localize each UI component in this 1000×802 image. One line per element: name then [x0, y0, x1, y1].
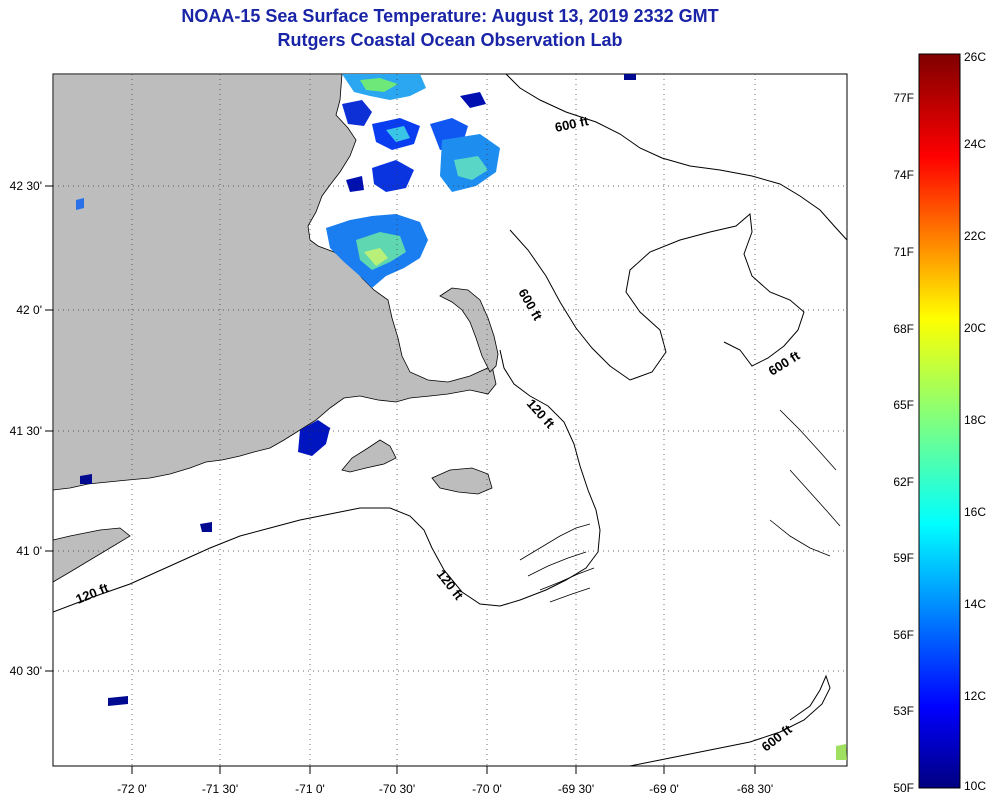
lon-label-4: -70 0': [472, 782, 502, 796]
lat-label-1: 42 0': [16, 303, 42, 317]
cbar-f-71: 71F: [893, 245, 914, 259]
cbar-f-53: 53F: [893, 704, 914, 718]
cbar-c-18: 18C: [964, 413, 986, 427]
cbar-c-12: 12C: [964, 689, 986, 703]
land-shore-strip: [53, 527, 131, 583]
lon-label-2: -71 0': [295, 782, 325, 796]
cbar-f-59: 59F: [893, 551, 914, 565]
axis-ticks: [45, 185, 756, 774]
cbar-c-16: 16C: [964, 505, 986, 519]
cbar-f-74: 74F: [893, 168, 914, 182]
lon-label-6: -69 0': [649, 782, 679, 796]
cbar-f-68: 68F: [893, 322, 914, 336]
sst-data-patches: [76, 74, 847, 760]
contour-600ft-south: [629, 674, 831, 766]
lat-label-2: 41 30': [10, 424, 42, 438]
grid-lines: [53, 74, 847, 766]
contour-slope-east: [769, 409, 841, 557]
cbar-f-65: 65F: [893, 398, 914, 412]
lat-label-0: 42 30': [10, 179, 42, 193]
lon-label-1: -71 30': [202, 782, 238, 796]
cbar-f-62: 62F: [893, 475, 914, 489]
contour-120ft: [53, 349, 601, 613]
cbar-c-10: 10C: [964, 779, 986, 793]
lon-label-3: -70 30': [379, 782, 415, 796]
lat-label-3: 41 0': [16, 544, 42, 558]
contour-600ft-north: [505, 74, 847, 241]
contour-georges-shoals: [519, 523, 595, 603]
lon-label-0: -72 0': [117, 782, 147, 796]
lat-label-4: 40 30': [10, 664, 42, 678]
colorbar: [918, 53, 961, 789]
contour-600ft-basin: [509, 213, 805, 381]
land-cape-cod: [439, 287, 499, 373]
contour-label-600-north: 600 ft: [554, 113, 591, 135]
land-mainland: [53, 74, 497, 491]
cbar-c-14: 14C: [964, 597, 986, 611]
lon-label-7: -68 30': [737, 782, 773, 796]
cbar-c-24: 24C: [964, 137, 986, 151]
cbar-f-77: 77F: [893, 91, 914, 105]
land-marthas-vineyard: [341, 439, 397, 473]
title-line-1: NOAA-15 Sea Surface Temperature: August …: [181, 6, 719, 26]
land-nantucket: [431, 467, 493, 495]
cbar-f-50: 50F: [893, 781, 914, 795]
cbar-c-26: 26C: [964, 50, 986, 64]
lon-label-5: -69 30': [558, 782, 594, 796]
title-line-2: Rutgers Coastal Ocean Observation Lab: [277, 30, 623, 50]
cbar-f-56: 56F: [893, 628, 914, 642]
cbar-c-22: 22C: [964, 229, 986, 243]
cbar-c-20: 20C: [964, 321, 986, 335]
